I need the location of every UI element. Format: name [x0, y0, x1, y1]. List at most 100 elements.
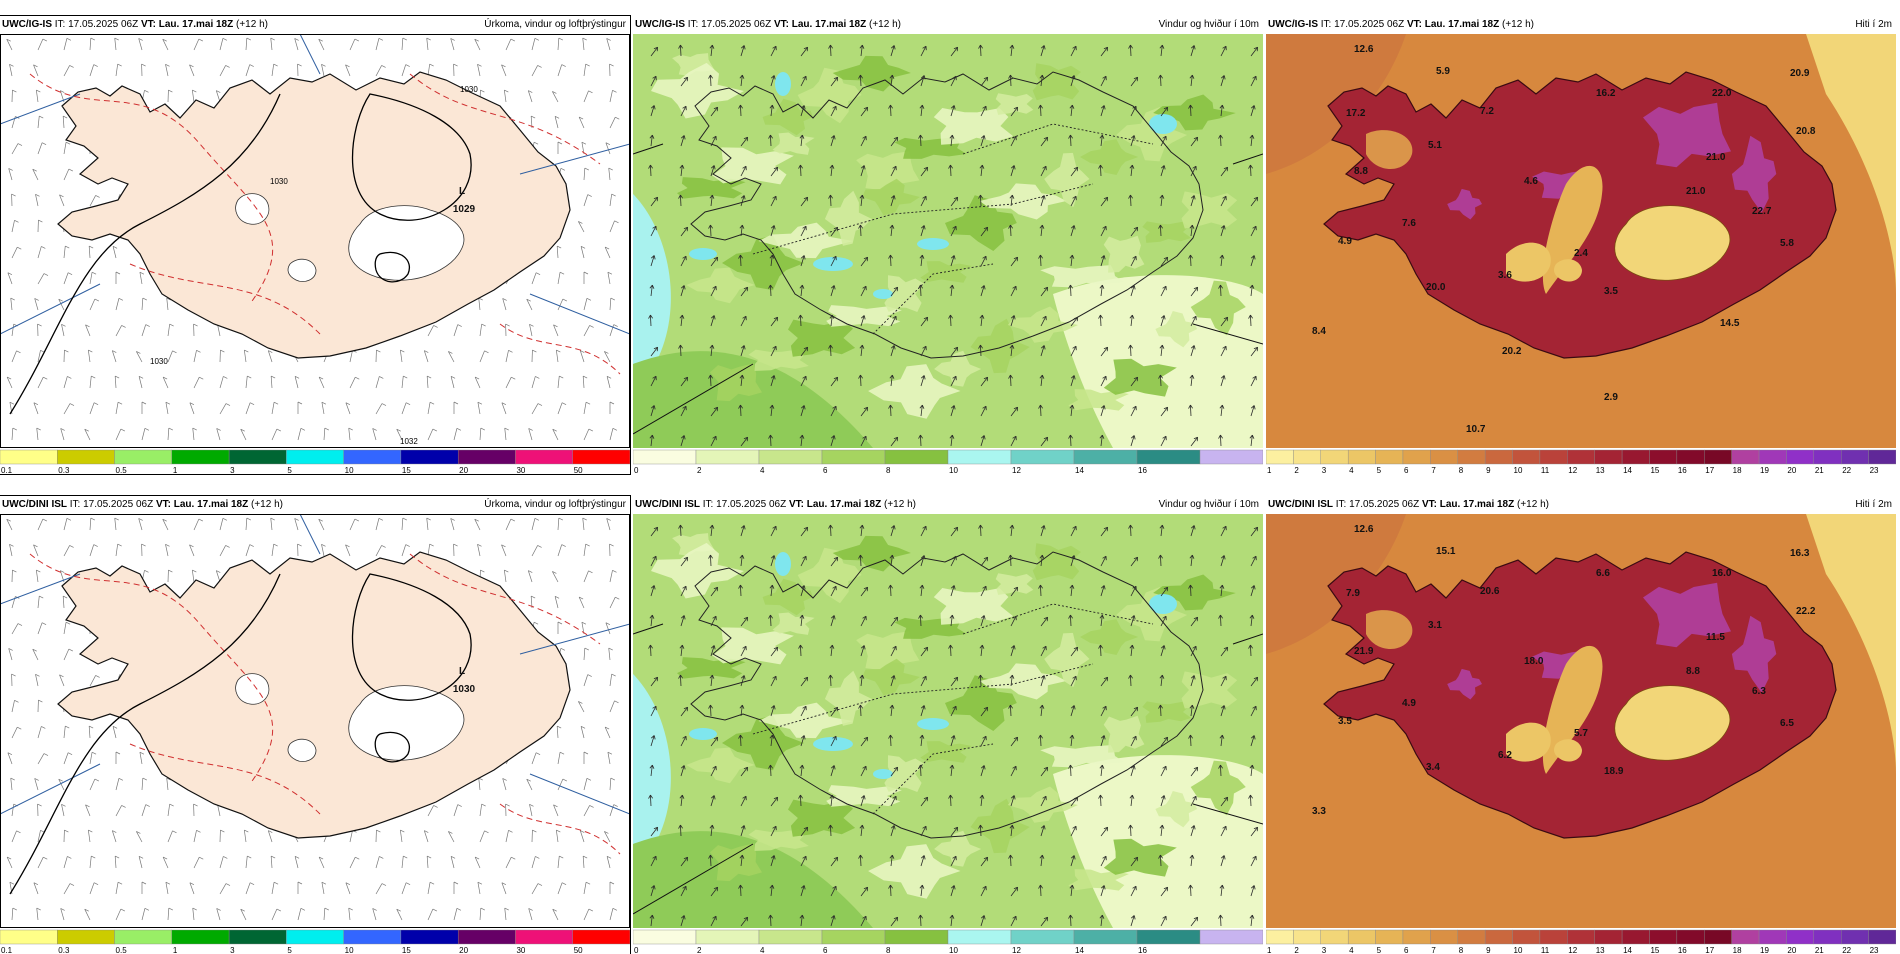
colorbar-swatch	[1595, 450, 1622, 464]
colorbar-swatch	[1430, 450, 1457, 464]
colorbar-swatch	[696, 450, 759, 464]
colorbar-tick-label: 0.3	[58, 466, 70, 474]
temperature-value-label: 21.0	[1706, 152, 1726, 163]
lead-time: (+12 h)	[251, 499, 283, 510]
colorbar-tick-label: 10	[949, 466, 958, 474]
temperature-value-label: 8.8	[1686, 666, 1700, 677]
temperature-value-label: 3.1	[1428, 620, 1442, 631]
colorbar-tick-label: 1	[1267, 466, 1272, 474]
colorbar-swatch	[401, 930, 458, 944]
it-value: 17.05.2025 06Z	[1349, 499, 1419, 510]
colorbar-swatch	[1266, 450, 1293, 464]
colorbar-swatch	[1540, 450, 1567, 464]
panel-igis-temp: UWC/IG-IS IT: 17.05.2025 06Z VT: Lau. 17…	[1266, 16, 1896, 474]
temperature-value-label: 18.9	[1604, 766, 1624, 777]
temperature-value-label: 5.9	[1436, 66, 1450, 77]
gust-hotspot	[775, 552, 791, 576]
temperature-value-label: 5.7	[1574, 728, 1588, 739]
colorbar-tick-label: 4	[760, 946, 765, 954]
colorbar-swatch	[885, 450, 948, 464]
temperature-value-label: 5.8	[1780, 238, 1794, 249]
it-label: IT:	[1321, 19, 1332, 30]
vt-label: VT:	[789, 499, 804, 510]
colorbar-swatch	[1321, 930, 1348, 944]
colorbar-swatch	[286, 930, 343, 944]
colorbar-tick-label: 9	[1486, 946, 1491, 954]
model-name: UWC/IG-IS	[2, 19, 52, 30]
temperature-value-label: 2.4	[1574, 248, 1588, 259]
colorbar-tick-label: 22	[1842, 946, 1851, 954]
colorbar-tick-label: 23	[1870, 466, 1879, 474]
colorbar-swatch	[633, 930, 696, 944]
vt-value: Lau. 17.mai 18Z	[807, 499, 881, 510]
temperature-value-label: 12.6	[1354, 44, 1374, 55]
colorbar-tick-label: 6	[1404, 946, 1409, 954]
colorbar-swatch	[1321, 450, 1348, 464]
panel-title: Vindur og hviður í 10m	[1159, 19, 1259, 30]
vt-value: Lau. 17.mai 18Z	[174, 499, 248, 510]
panel-header: UWC/IG-IS IT: 17.05.2025 06Z VT: Lau. 17…	[635, 19, 1259, 35]
colorbar-swatch	[1200, 930, 1263, 944]
colorbar-swatch	[1814, 450, 1841, 464]
colorbar-tick-label: 7	[1431, 466, 1436, 474]
temperature-value-label: 21.0	[1686, 186, 1706, 197]
temperature-value-label: 16.0	[1712, 568, 1732, 579]
temperature-value-label: 11.5	[1706, 632, 1725, 643]
colorbar-tick-label: 5	[1377, 946, 1382, 954]
colorbar-tick-label: 5	[1377, 466, 1382, 474]
colorbar-swatch	[1732, 450, 1759, 464]
temperature-value-label: 3.4	[1426, 762, 1440, 773]
colorbar-tick-label: 5	[287, 466, 292, 474]
model-name: UWC/IG-IS	[1268, 19, 1318, 30]
colorbar-tick-label: 9	[1486, 466, 1491, 474]
gust-hotspot	[775, 72, 791, 96]
colorbar-swatch	[1430, 930, 1457, 944]
model-name: UWC/DINI ISL	[635, 499, 700, 510]
panel-header: UWC/DINI ISL IT: 17.05.2025 06Z VT: Lau.…	[635, 499, 1259, 515]
colorbar-tick-label: 17	[1705, 466, 1714, 474]
isobar-label: 1030	[150, 357, 168, 366]
temperature-value-label: 4.6	[1524, 176, 1538, 187]
colorbar-swatch	[1677, 450, 1704, 464]
gust-hotspot	[873, 289, 893, 299]
panel-title: Úrkoma, vindur og loftþrýstingur	[484, 19, 626, 30]
colorbar-swatch	[1137, 930, 1200, 944]
colorbar-tick-label: 13	[1596, 946, 1605, 954]
colorbar-tick-label: 12	[1568, 466, 1577, 474]
colorbar-swatch	[0, 450, 57, 464]
colorbar-swatch	[1403, 930, 1430, 944]
wind-map	[633, 34, 1263, 448]
colorbar-tick-label: 20	[459, 466, 468, 474]
colorbar-swatch	[1376, 450, 1403, 464]
colorbar-swatch	[1567, 450, 1594, 464]
glacier-langjokull	[236, 674, 269, 705]
temperature-value-label: 5.1	[1428, 140, 1442, 151]
lead-time: (+12 h)	[869, 19, 901, 30]
colorbar-swatch	[759, 450, 822, 464]
colorbar-tick-label: 18	[1733, 946, 1742, 954]
vt-label: VT:	[141, 19, 156, 30]
colorbar-tick-label: 16	[1678, 946, 1687, 954]
panel-title: Hiti í 2m	[1855, 19, 1892, 30]
colorbar-tick-label: 16	[1678, 466, 1687, 474]
gust-hotspot	[813, 257, 853, 271]
colorbar-swatch	[1786, 450, 1813, 464]
temperature-value-label: 4.9	[1338, 236, 1352, 247]
it-value: 17.05.2025 06Z	[716, 499, 786, 510]
colorbar-tick-label: 23	[1870, 946, 1879, 954]
colorbar-tick-label: 30	[516, 466, 525, 474]
colorbar-swatch	[822, 930, 885, 944]
temperature-value-label: 12.6	[1354, 524, 1374, 535]
colorbar-tick-label: 8	[1459, 946, 1464, 954]
colorbar-tick-label: 12	[1012, 946, 1021, 954]
colorbar-swatch	[1704, 930, 1731, 944]
colorbar-tick-label: 14	[1623, 946, 1632, 954]
